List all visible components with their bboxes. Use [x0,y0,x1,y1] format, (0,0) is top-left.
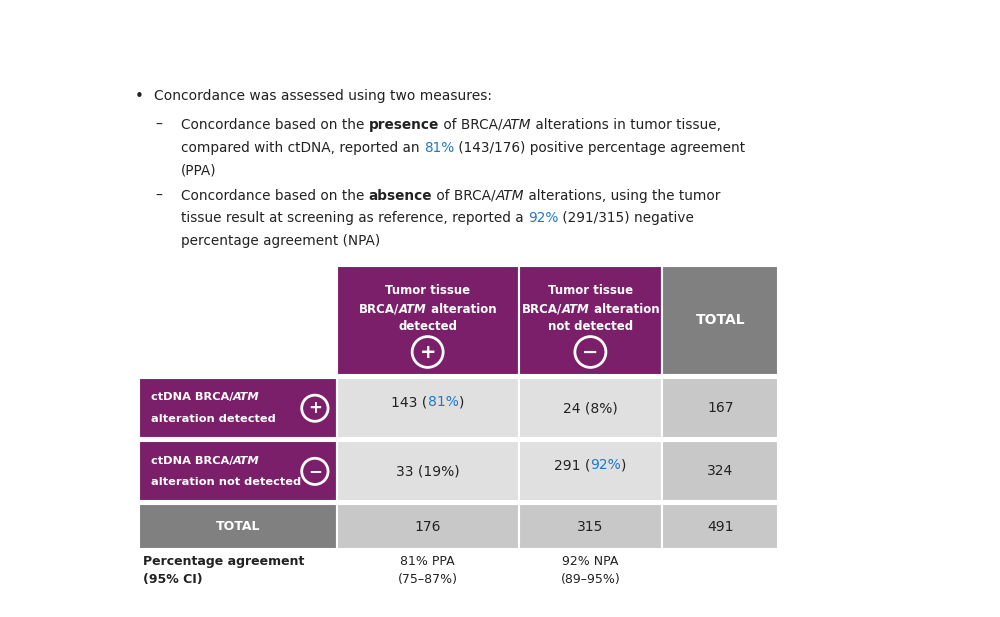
Text: 33 (19%): 33 (19%) [396,465,459,478]
Text: (PPA): (PPA) [181,164,216,177]
Text: ctDNA BRCA/: ctDNA BRCA/ [151,455,233,466]
Circle shape [302,458,328,484]
Text: 143 (: 143 ( [391,395,428,409]
Text: 491: 491 [707,520,733,534]
Text: –: – [155,189,162,203]
Text: Concordance based on the: Concordance based on the [181,189,369,203]
FancyBboxPatch shape [519,266,662,375]
Text: 315: 315 [577,520,604,534]
Text: 24 (8%): 24 (8%) [563,401,618,415]
Text: BRCA/: BRCA/ [522,303,562,316]
FancyBboxPatch shape [519,378,662,438]
FancyBboxPatch shape [337,505,519,549]
Text: 81%: 81% [424,141,454,155]
Text: 81%: 81% [428,395,459,409]
Text: Tumor tissue: Tumor tissue [548,284,633,297]
Text: −: − [308,462,322,481]
Text: 291 (: 291 ( [554,458,591,472]
Text: absence: absence [369,189,432,203]
Text: −: − [582,342,599,362]
Text: ATM: ATM [233,392,260,402]
FancyBboxPatch shape [337,378,519,438]
FancyBboxPatch shape [519,505,662,549]
Text: BRCA/: BRCA/ [359,303,399,316]
Text: ATM: ATM [502,118,531,132]
Text: tissue result at screening as reference, reported a: tissue result at screening as reference,… [181,212,528,225]
Text: alterations in tumor tissue,: alterations in tumor tissue, [531,118,721,132]
FancyBboxPatch shape [519,441,662,502]
Text: detected: detected [398,320,457,333]
FancyBboxPatch shape [662,505,778,549]
Text: Percentage agreement
(95% CI): Percentage agreement (95% CI) [143,555,304,586]
Text: 324: 324 [707,465,733,478]
Text: of BRCA/: of BRCA/ [432,189,496,203]
Text: ): ) [459,395,464,409]
Text: +: + [419,342,436,362]
Text: alteration detected: alteration detected [151,414,275,424]
Text: TOTAL: TOTAL [216,520,260,533]
Text: percentage agreement (NPA): percentage agreement (NPA) [181,234,380,248]
Text: ctDNA BRCA/: ctDNA BRCA/ [151,392,233,402]
Text: 81% PPA
(75–87%): 81% PPA (75–87%) [398,555,458,586]
Text: 92%: 92% [528,212,558,225]
Text: not detected: not detected [548,320,633,333]
Text: +: + [308,399,322,417]
Text: alteration not detected: alteration not detected [151,477,301,487]
FancyBboxPatch shape [662,378,778,438]
Text: presence: presence [369,118,439,132]
Text: TOTAL: TOTAL [695,313,745,328]
Text: ): ) [621,458,627,472]
Text: ATM: ATM [399,303,427,316]
Text: 167: 167 [707,401,733,415]
FancyBboxPatch shape [139,441,337,502]
FancyBboxPatch shape [139,266,337,375]
FancyBboxPatch shape [139,378,337,438]
Text: alterations, using the tumor: alterations, using the tumor [524,189,721,203]
Text: Concordance was assessed using two measures:: Concordance was assessed using two measu… [154,89,492,104]
Text: 92% NPA
(89–95%): 92% NPA (89–95%) [561,555,620,586]
FancyBboxPatch shape [139,505,337,549]
Text: of BRCA/: of BRCA/ [439,118,502,132]
Text: 176: 176 [414,520,441,534]
Text: ATM: ATM [496,189,524,203]
Circle shape [575,337,606,367]
Circle shape [412,337,443,367]
Text: (291/315) negative: (291/315) negative [558,212,694,225]
Text: compared with ctDNA, reported an: compared with ctDNA, reported an [181,141,424,155]
FancyBboxPatch shape [337,441,519,502]
FancyBboxPatch shape [337,266,519,375]
Text: Concordance based on the: Concordance based on the [181,118,369,132]
Text: (143/176) positive percentage agreement: (143/176) positive percentage agreement [454,141,745,155]
Text: ATM: ATM [562,303,590,316]
FancyBboxPatch shape [662,441,778,502]
Text: •: • [134,89,143,104]
Text: 92%: 92% [591,458,621,472]
Text: Tumor tissue: Tumor tissue [385,284,470,297]
Text: alteration: alteration [590,303,659,316]
FancyBboxPatch shape [662,266,778,375]
Text: alteration: alteration [427,303,496,316]
Text: –: – [155,118,162,132]
Text: ATM: ATM [233,455,260,466]
Circle shape [302,395,328,421]
